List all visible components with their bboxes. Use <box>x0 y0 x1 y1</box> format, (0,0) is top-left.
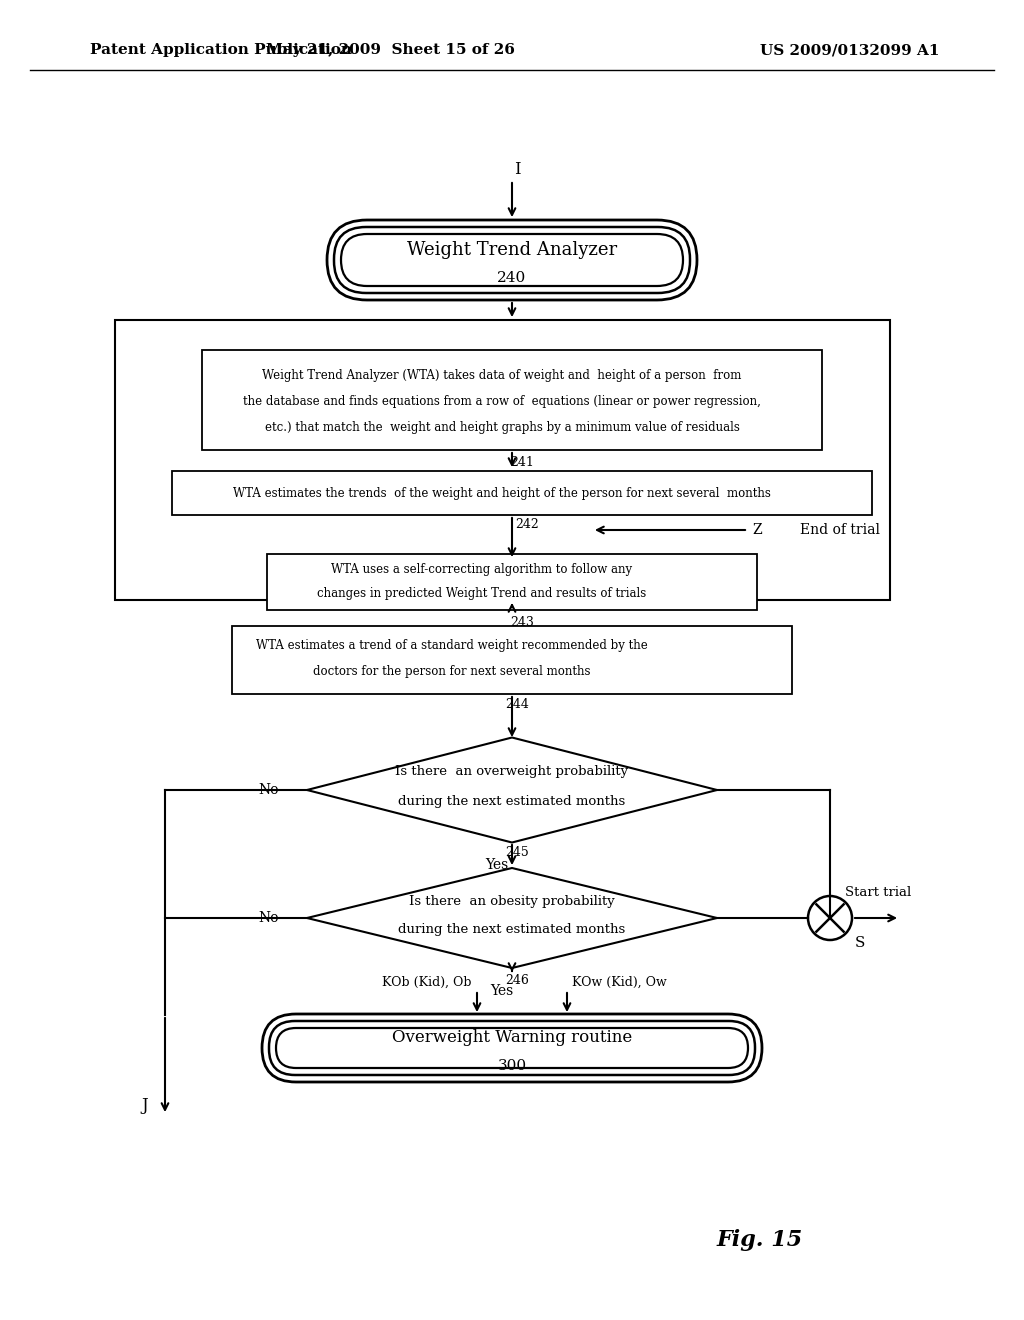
Text: KOb (Kid), Ob: KOb (Kid), Ob <box>383 975 472 989</box>
FancyBboxPatch shape <box>334 227 690 293</box>
Text: US 2009/0132099 A1: US 2009/0132099 A1 <box>760 44 939 57</box>
Text: WTA estimates a trend of a standard weight recommended by the: WTA estimates a trend of a standard weig… <box>256 639 648 652</box>
Circle shape <box>808 896 852 940</box>
Bar <box>202 350 822 450</box>
Text: J: J <box>141 1097 148 1114</box>
Text: Weight Trend Analyzer (WTA) takes data of weight and  height of a person  from: Weight Trend Analyzer (WTA) takes data o… <box>262 368 741 381</box>
Text: WTA uses a self-correcting algorithm to follow any: WTA uses a self-correcting algorithm to … <box>332 564 633 577</box>
Text: Yes: Yes <box>490 983 514 998</box>
Text: May 21, 2009  Sheet 15 of 26: May 21, 2009 Sheet 15 of 26 <box>265 44 514 57</box>
Text: 246: 246 <box>505 974 529 986</box>
FancyBboxPatch shape <box>341 234 683 286</box>
Text: 245: 245 <box>505 846 528 858</box>
Text: doctors for the person for next several months: doctors for the person for next several … <box>313 665 591 678</box>
FancyBboxPatch shape <box>276 1028 748 1068</box>
Text: Is there  an overweight probability: Is there an overweight probability <box>395 766 629 779</box>
Bar <box>115 319 890 601</box>
Text: during the next estimated months: during the next estimated months <box>398 796 626 808</box>
Bar <box>267 554 757 610</box>
Bar <box>232 626 792 694</box>
FancyBboxPatch shape <box>262 1014 762 1082</box>
FancyBboxPatch shape <box>327 220 697 300</box>
Text: the database and finds equations from a row of  equations (linear or power regre: the database and finds equations from a … <box>243 396 761 408</box>
Text: 244: 244 <box>505 697 529 710</box>
Text: Start trial: Start trial <box>845 887 911 899</box>
Text: No: No <box>259 783 280 797</box>
Text: 300: 300 <box>498 1059 526 1073</box>
Text: S: S <box>855 936 865 950</box>
Bar <box>172 471 872 515</box>
Text: 242: 242 <box>515 519 539 532</box>
Text: 240: 240 <box>498 271 526 285</box>
Text: etc.) that match the  weight and height graphs by a minimum value of residuals: etc.) that match the weight and height g… <box>264 421 739 433</box>
Text: changes in predicted Weight Trend and results of trials: changes in predicted Weight Trend and re… <box>317 587 646 601</box>
Text: I: I <box>514 161 520 178</box>
FancyBboxPatch shape <box>269 1020 755 1074</box>
Text: WTA estimates the trends  of the weight and height of the person for next severa: WTA estimates the trends of the weight a… <box>233 487 771 499</box>
Text: End of trial: End of trial <box>800 523 880 537</box>
Text: Is there  an obesity probability: Is there an obesity probability <box>410 895 614 908</box>
Text: KOw (Kid), Ow: KOw (Kid), Ow <box>572 975 667 989</box>
Text: Fig. 15: Fig. 15 <box>717 1229 803 1251</box>
Text: Weight Trend Analyzer: Weight Trend Analyzer <box>407 242 617 259</box>
Polygon shape <box>307 738 717 842</box>
Text: Patent Application Publication: Patent Application Publication <box>90 44 352 57</box>
Text: Overweight Warning routine: Overweight Warning routine <box>392 1030 632 1047</box>
Polygon shape <box>307 869 717 968</box>
Text: during the next estimated months: during the next estimated months <box>398 924 626 936</box>
Text: 243: 243 <box>510 615 534 628</box>
Text: 241: 241 <box>510 455 534 469</box>
Text: Yes: Yes <box>485 858 509 873</box>
Text: No: No <box>259 911 280 925</box>
Text: Z: Z <box>752 523 762 537</box>
